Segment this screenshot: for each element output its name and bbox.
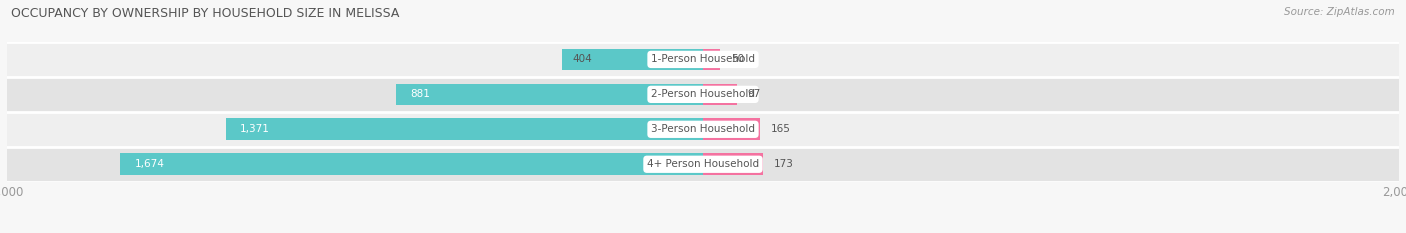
Bar bbox=[7, 77, 1399, 112]
Bar bbox=[562, 49, 703, 70]
Text: OCCUPANCY BY OWNERSHIP BY HOUSEHOLD SIZE IN MELISSA: OCCUPANCY BY OWNERSHIP BY HOUSEHOLD SIZE… bbox=[11, 7, 399, 20]
Legend: Owner-occupied, Renter-occupied: Owner-occupied, Renter-occupied bbox=[578, 230, 828, 233]
Bar bbox=[703, 118, 761, 140]
Bar bbox=[226, 118, 703, 140]
Bar bbox=[7, 147, 1399, 182]
Text: 173: 173 bbox=[773, 159, 793, 169]
Text: 165: 165 bbox=[770, 124, 790, 134]
Bar bbox=[121, 153, 703, 175]
Text: 3-Person Household: 3-Person Household bbox=[651, 124, 755, 134]
Text: 1,674: 1,674 bbox=[135, 159, 165, 169]
Text: 881: 881 bbox=[411, 89, 430, 99]
Text: 50: 50 bbox=[731, 55, 744, 64]
Text: 1-Person Household: 1-Person Household bbox=[651, 55, 755, 64]
Bar bbox=[7, 42, 1399, 77]
Text: 404: 404 bbox=[572, 55, 592, 64]
Text: Source: ZipAtlas.com: Source: ZipAtlas.com bbox=[1284, 7, 1395, 17]
Bar bbox=[703, 153, 763, 175]
Text: 97: 97 bbox=[747, 89, 761, 99]
Text: 2-Person Household: 2-Person Household bbox=[651, 89, 755, 99]
Bar bbox=[7, 112, 1399, 147]
Text: 4+ Person Household: 4+ Person Household bbox=[647, 159, 759, 169]
Bar bbox=[703, 83, 737, 105]
Bar bbox=[396, 83, 703, 105]
Bar bbox=[703, 49, 720, 70]
Text: 1,371: 1,371 bbox=[240, 124, 270, 134]
